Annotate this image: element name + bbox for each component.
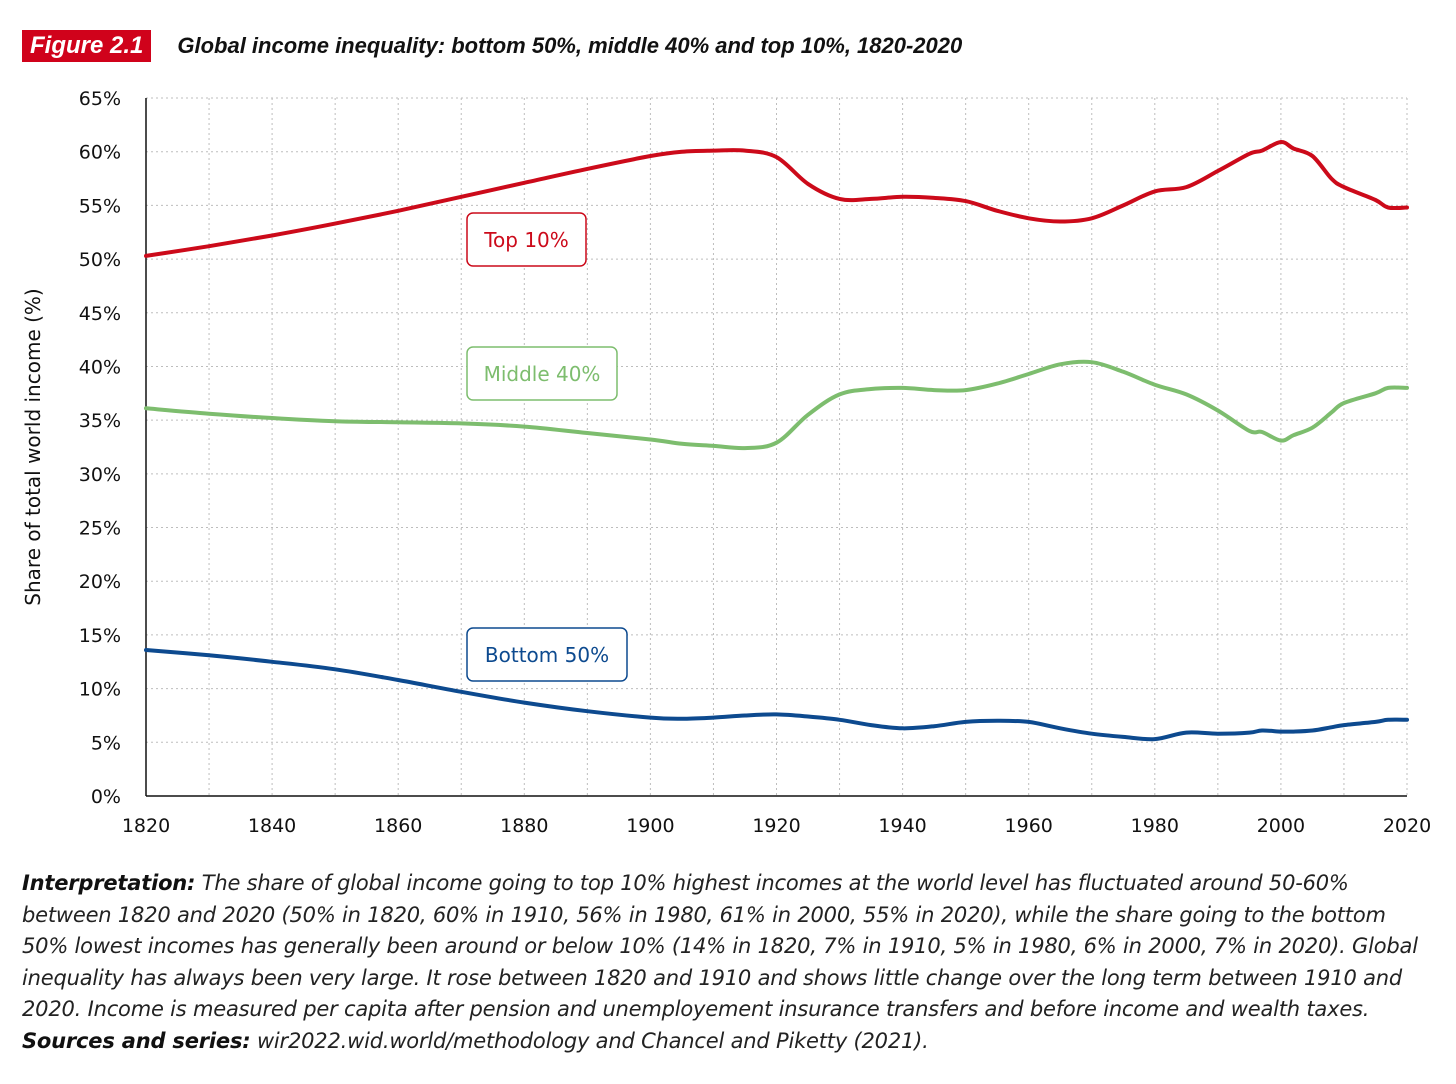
y-tick-label: 10% bbox=[79, 679, 121, 701]
y-tick-label: 40% bbox=[79, 356, 121, 378]
middle40-label-box bbox=[466, 346, 618, 401]
sources-label: Sources and series: bbox=[22, 1028, 251, 1053]
bottom50-label-group: Bottom 50% bbox=[466, 627, 628, 682]
y-tick-label: 50% bbox=[79, 249, 121, 271]
x-tick-label: 2000 bbox=[1257, 815, 1305, 837]
y-tick-label: 30% bbox=[79, 464, 121, 486]
y-tick-label: 0% bbox=[91, 786, 121, 808]
y-tick-label: 60% bbox=[79, 142, 121, 164]
x-tick-label: 1880 bbox=[500, 815, 548, 837]
y-tick-label: 45% bbox=[79, 303, 121, 325]
middle40-label: Middle 40% bbox=[484, 362, 601, 386]
series-labels: Top 10% Middle 40% Bottom 50% bbox=[466, 212, 628, 682]
x-tick-label: 2020 bbox=[1383, 815, 1431, 837]
figure-tag: Figure 2.1 bbox=[22, 30, 152, 62]
y-tick-label: 25% bbox=[79, 518, 121, 540]
middle40-label-group: Middle 40% bbox=[466, 346, 618, 401]
x-tick-label: 1980 bbox=[1131, 815, 1179, 837]
caption: Interpretation: The share of global inco… bbox=[22, 868, 1434, 1057]
top10-label-box bbox=[466, 212, 587, 267]
y-axis-label: Share of total world income (%) bbox=[21, 288, 45, 605]
x-tick-label: 1960 bbox=[1005, 815, 1053, 837]
x-tick-label: 1940 bbox=[878, 815, 926, 837]
chart-title: Global income inequality: bottom 50%, mi… bbox=[177, 33, 963, 58]
x-tick-label: 1840 bbox=[248, 815, 296, 837]
y-tick-label: 35% bbox=[79, 410, 121, 432]
x-tick-labels: 1820 1840 1860 1880 1900 1920 1940 1960 1980 2000… bbox=[122, 815, 1431, 837]
y-tick-label: 20% bbox=[79, 571, 121, 593]
y-tick-label: 55% bbox=[79, 195, 121, 217]
bottom50-label: Bottom 50% bbox=[485, 643, 609, 667]
bottom50-line bbox=[144, 648, 1409, 742]
y-tick-label: 65% bbox=[79, 88, 121, 110]
x-tick-label: 1900 bbox=[626, 815, 674, 837]
y-tick-label: 15% bbox=[79, 625, 121, 647]
y-tick-labels: 0% 5% 10% 15% 20% 25% 30% 35% 40% 45% 50% 55% 60% 65% bbox=[79, 88, 121, 808]
series-lines bbox=[144, 140, 1409, 742]
bottom50-label-box bbox=[466, 627, 628, 682]
axes bbox=[145, 98, 1407, 797]
x-tick-label: 1820 bbox=[122, 815, 170, 837]
sources-text: wir2022.wid.world/methodology and Chance… bbox=[250, 1028, 929, 1053]
top10-label: Top 10% bbox=[483, 228, 569, 252]
interpretation-label: Interpretation: bbox=[22, 871, 196, 895]
x-tick-label: 1860 bbox=[374, 815, 422, 837]
y-tick-label: 5% bbox=[91, 732, 121, 754]
top10-line bbox=[144, 140, 1409, 258]
top10-label-group: Top 10% bbox=[466, 212, 587, 267]
x-tick-label: 1920 bbox=[752, 815, 800, 837]
figure-header: Figure 2.1 Global income inequality: bot… bbox=[22, 28, 962, 64]
middle40-line bbox=[144, 359, 1409, 451]
line-chart: 0% 5% 10% 15% 20% 25% 30% 35% 40% 45% 50% 55% 60% 65%… bbox=[21, 88, 1431, 837]
interpretation-text: The share of global income going to top … bbox=[22, 871, 1418, 1021]
grid bbox=[146, 97, 1408, 796]
